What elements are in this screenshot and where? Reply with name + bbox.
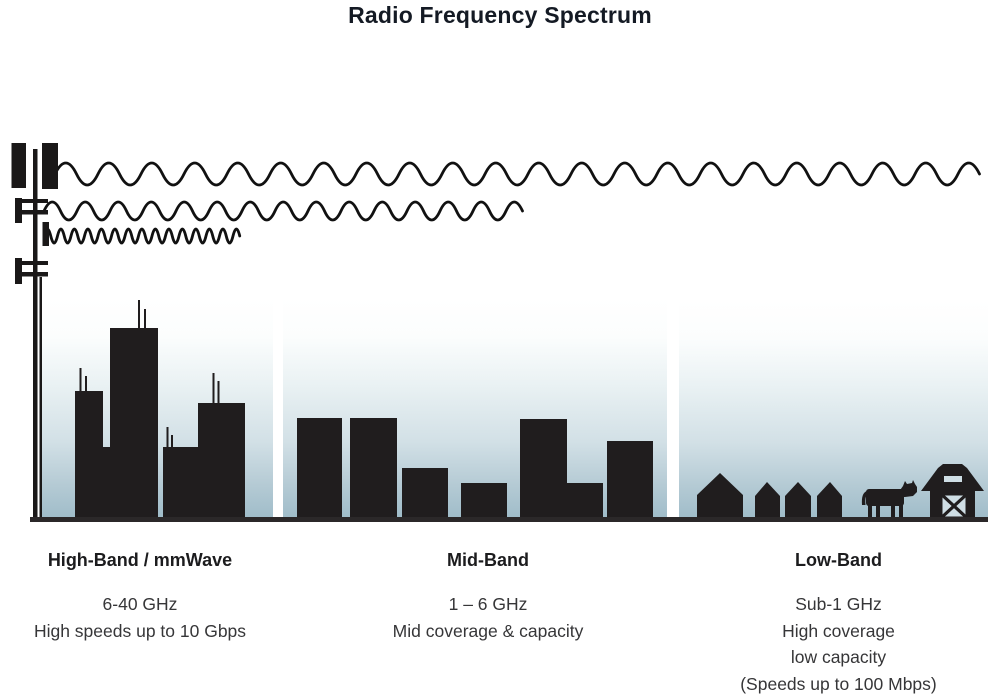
house-icon xyxy=(785,482,811,519)
tower-mast xyxy=(33,149,38,520)
building-silhouette xyxy=(461,483,507,518)
building-silhouette xyxy=(103,447,110,518)
low-band-coverage: High coverage xyxy=(782,620,895,641)
antenna-spike xyxy=(166,427,169,447)
mid-rise-buildings-icon xyxy=(297,418,653,518)
antenna-panel xyxy=(42,222,49,246)
long-wavelength-wave-icon xyxy=(53,161,981,187)
cow-body xyxy=(866,489,904,506)
high-band-title: High-Band / mmWave xyxy=(47,550,233,570)
tower-crossbar xyxy=(17,261,48,265)
house-icon xyxy=(697,473,743,519)
mid-band-frequency: 1 – 6 GHz xyxy=(448,594,528,614)
cow-icon xyxy=(861,480,917,518)
cow-leg xyxy=(899,504,903,518)
antenna-spike xyxy=(171,435,173,447)
mid-band-label-block: Mid-Band 1 – 6 GHz Mid coverage & capaci… xyxy=(368,549,608,644)
barn-crossbuck-door xyxy=(939,492,969,520)
house-icon xyxy=(755,482,780,519)
antenna-spike xyxy=(138,300,140,328)
cow-leg xyxy=(891,504,895,518)
low-band-label-block: Low-Band Sub-1 GHz High coverage low cap… xyxy=(706,549,971,697)
antenna-spike xyxy=(212,373,215,403)
low-band-frequency: Sub-1 GHz xyxy=(795,594,882,614)
low-band-speed: (Speeds up to 100 Mbps) xyxy=(740,673,937,694)
barn-hayloft-window xyxy=(944,476,962,482)
building-silhouette xyxy=(350,418,397,518)
city-skyline-icon xyxy=(75,300,245,518)
high-band-frequency: 6-40 GHz xyxy=(102,594,178,614)
cow-head xyxy=(898,480,917,497)
tower-mast-second-pole xyxy=(39,277,42,520)
cell-tower-icon xyxy=(11,143,58,520)
cow-leg xyxy=(876,504,880,518)
sky-panel-mid-band xyxy=(283,298,667,519)
tower-crossbar xyxy=(17,272,48,277)
high-band-description: High speeds up to 10 Gbps xyxy=(33,620,247,641)
low-band-capacity: low capacity xyxy=(790,647,887,667)
cow-tail xyxy=(861,491,869,505)
antenna-panel xyxy=(15,198,22,223)
ground-line xyxy=(30,517,988,522)
tower-crossbar xyxy=(17,199,48,203)
high-band-label-block: High-Band / mmWave 6-40 GHz High speeds … xyxy=(15,549,265,644)
building-silhouette xyxy=(607,441,653,518)
antenna-spike xyxy=(85,376,87,391)
low-band-title: Low-Band xyxy=(795,550,882,570)
house-icon xyxy=(817,482,842,519)
antenna-spike xyxy=(217,381,220,403)
building-silhouette xyxy=(110,328,158,518)
farm-scene-icon xyxy=(697,464,984,520)
building-silhouette xyxy=(198,403,245,518)
building-silhouette xyxy=(567,483,603,518)
building-silhouette xyxy=(163,447,198,518)
cow-leg xyxy=(868,504,872,518)
building-silhouette xyxy=(297,418,342,518)
medium-wavelength-wave-icon xyxy=(42,200,524,222)
antenna-panel xyxy=(11,143,26,188)
short-wavelength-wave-icon xyxy=(42,227,242,245)
antenna-panel xyxy=(42,143,58,189)
building-silhouette xyxy=(402,468,448,518)
mid-band-title: Mid-Band xyxy=(447,550,529,570)
mid-band-description: Mid coverage & capacity xyxy=(392,620,584,641)
antenna-spike xyxy=(79,368,82,391)
tower-crossbar xyxy=(17,210,48,215)
page-title: Radio Frequency Spectrum xyxy=(348,2,652,28)
antenna-spike xyxy=(144,309,146,328)
building-silhouette xyxy=(520,419,567,518)
antenna-panel xyxy=(15,258,22,284)
building-silhouette xyxy=(75,391,103,518)
barn-icon xyxy=(921,464,984,520)
